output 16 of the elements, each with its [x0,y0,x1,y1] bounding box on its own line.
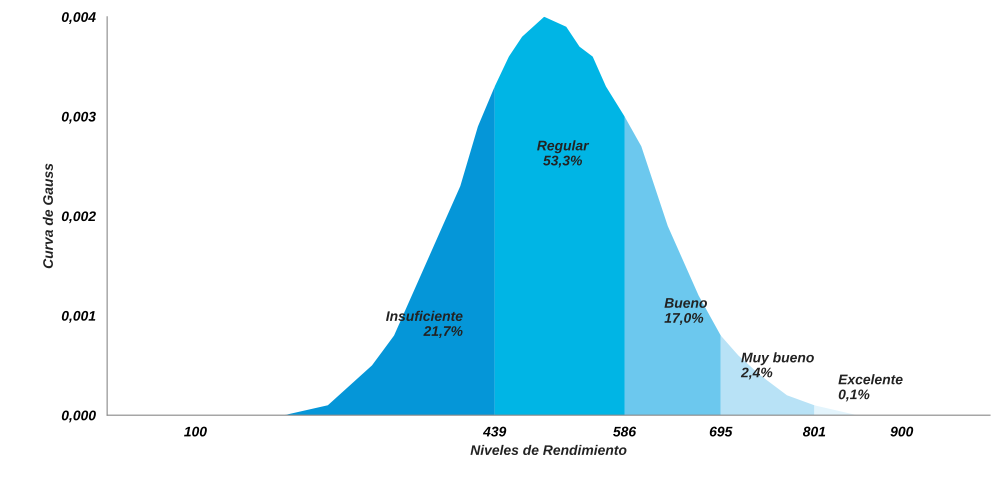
y-axis-title: Curva de Gauss [42,164,53,268]
x-tick-label: 695 [710,426,732,437]
annotation: Muy bueno 2,4% [740,352,814,380]
annotation: Regular 53,3% [537,140,590,168]
y-tick-label: 0,002 [62,211,96,224]
y-tick-label: 0,001 [62,310,96,323]
y-tick-label: 0,004 [62,12,96,24]
x-tick-label: 100 [184,426,207,437]
x-tick-label: 801 [802,426,826,437]
x-tick-label: 586 [613,426,636,437]
annotation: Excelente 0,1% [838,374,903,402]
x-axis-title: Niveles de Rendimiento [470,444,626,456]
y-tick-label: 0,000 [62,410,96,422]
x-tick-label: 439 [482,426,506,437]
x-tick-label: 900 [890,426,914,437]
y-tick-label: 0,003 [62,112,96,124]
